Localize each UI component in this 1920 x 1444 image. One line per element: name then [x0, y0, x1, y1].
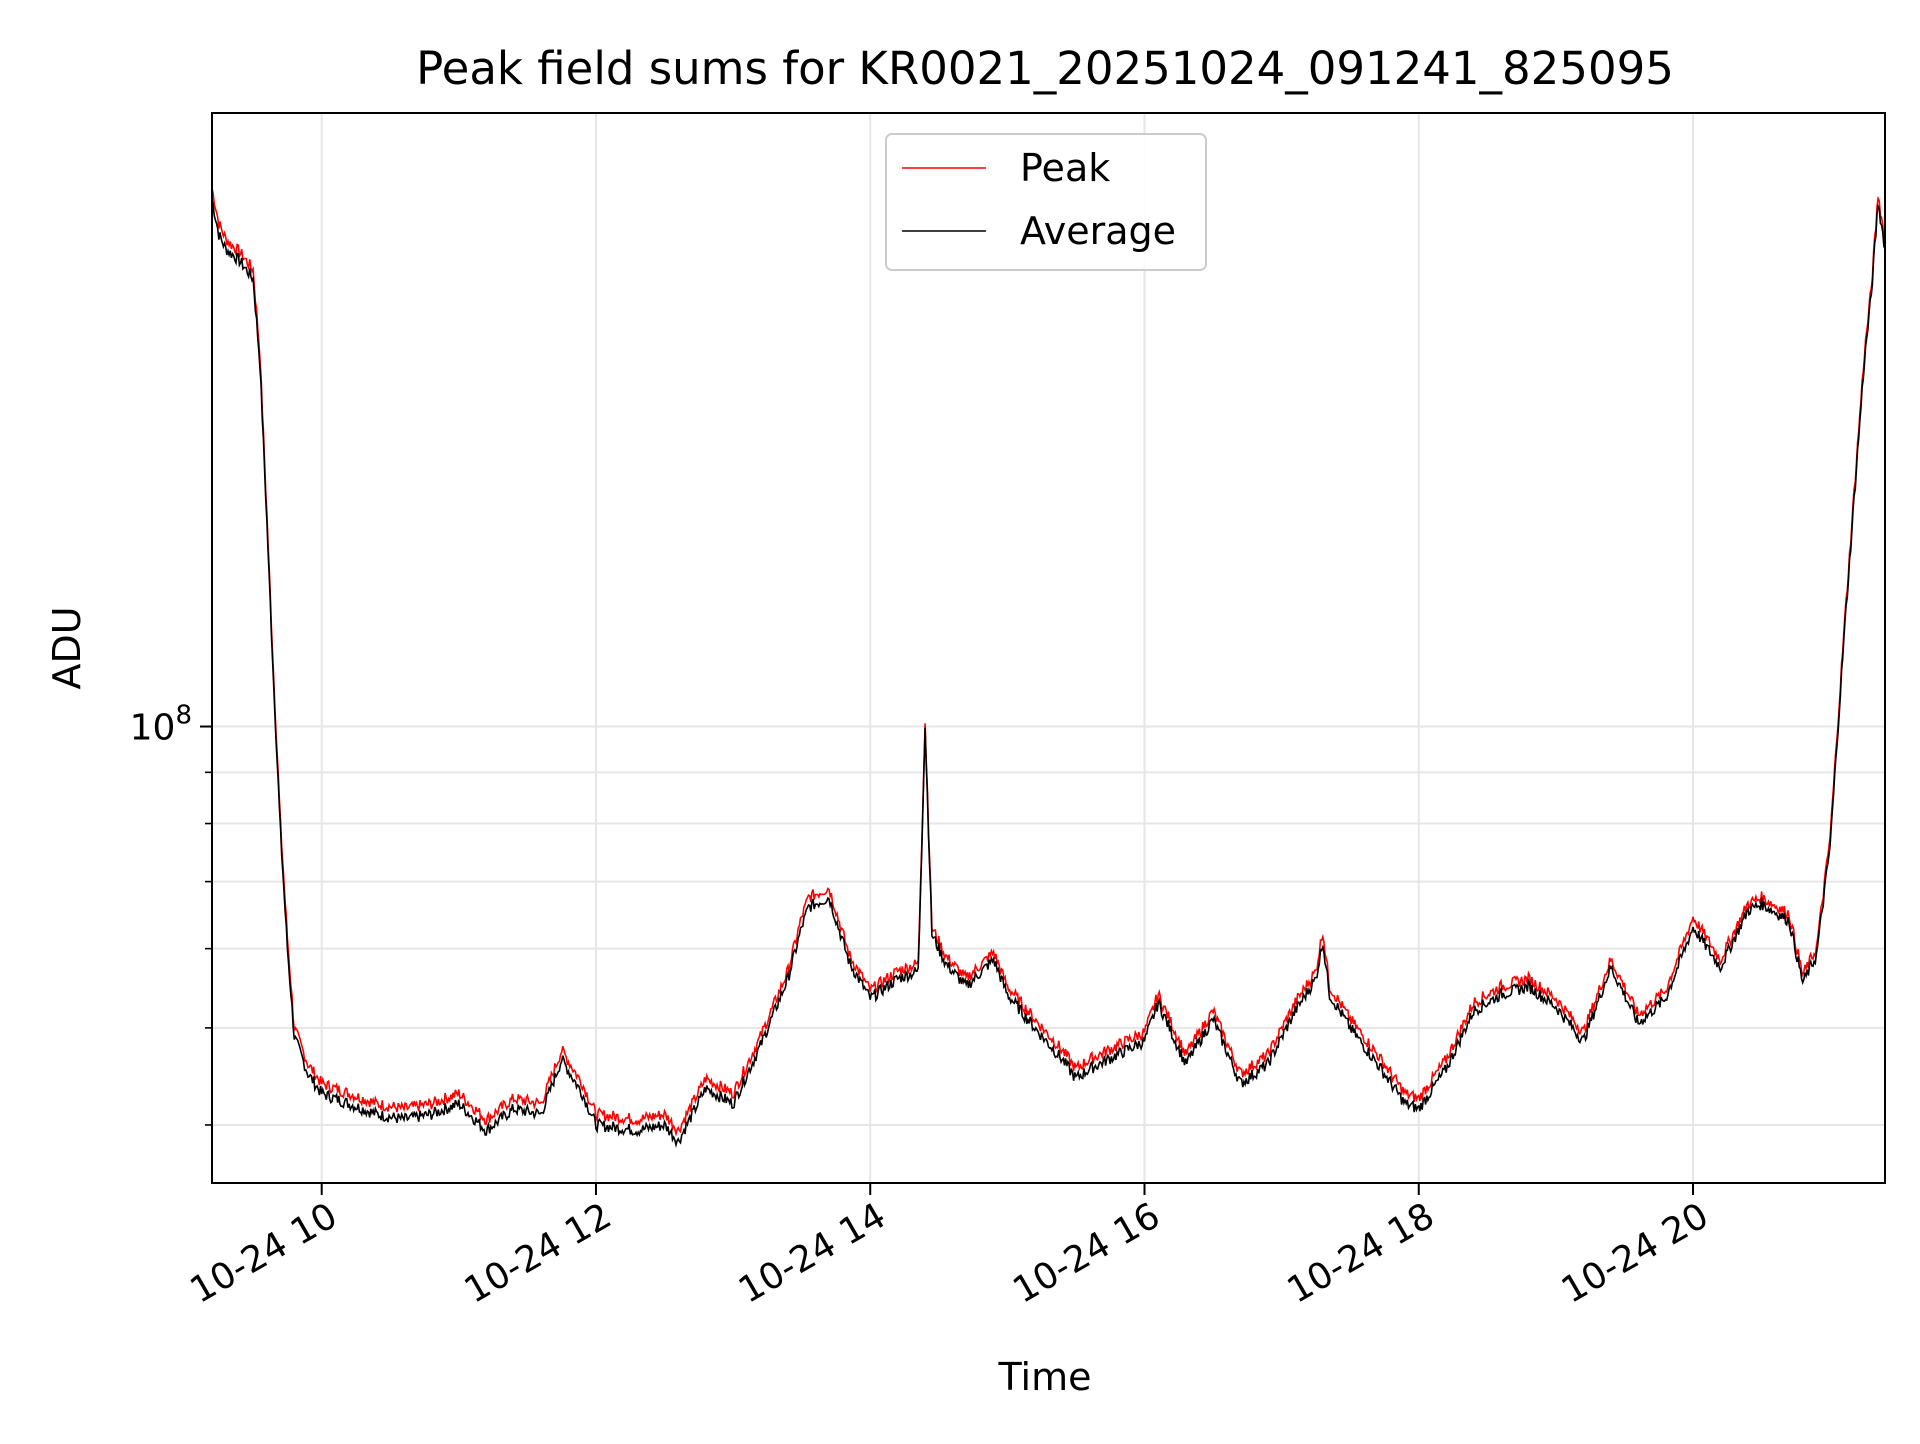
y-tick-label-base: 10 — [130, 708, 176, 749]
average-series-line — [212, 199, 1885, 1148]
legend: Peak Average — [885, 133, 1207, 271]
peak-series-line — [212, 188, 1885, 1137]
series-layer — [212, 188, 1885, 1148]
chart-title: Peak field sums for KR0021_20251024_0912… — [416, 42, 1674, 95]
y-tick-label-exponent: 8 — [175, 701, 192, 731]
legend-peak-label: Peak — [1020, 146, 1110, 190]
plot-area-frame — [211, 112, 1886, 1184]
legend-average-label: Average — [1020, 209, 1176, 253]
y-axis-label: ADU — [45, 606, 89, 689]
x-axis-label: Time — [998, 1355, 1092, 1399]
y-tick-label: 108 — [130, 701, 192, 749]
